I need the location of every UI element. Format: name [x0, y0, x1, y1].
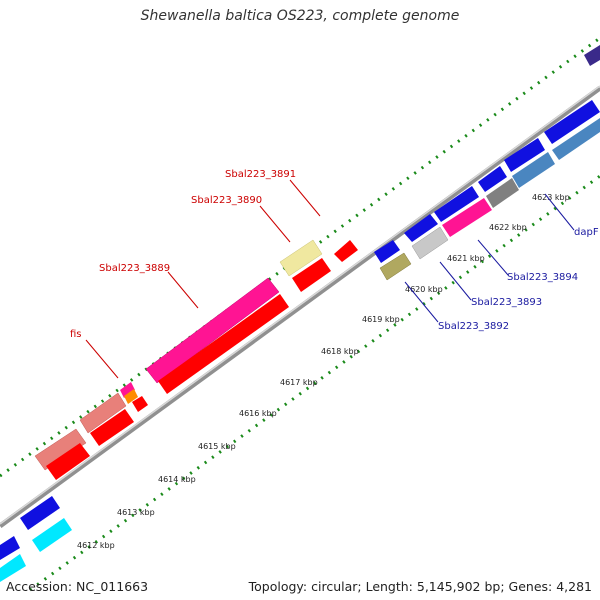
label-sbal223-3894[interactable]: Sbal223_3894 — [507, 272, 578, 283]
gene-blue-f3[interactable] — [434, 186, 479, 222]
tick-4612: 4612 kbp — [77, 541, 115, 550]
label-sbal223-3891[interactable]: Sbal223_3891 — [225, 169, 296, 180]
leader-3889 — [167, 271, 199, 309]
inner-dotted-line — [29, 174, 600, 592]
tick-4616: 4616 kbp — [239, 409, 277, 418]
label-sbal223-3893[interactable]: Sbal223_3893 — [471, 297, 542, 308]
gene-grey[interactable] — [486, 178, 519, 208]
tick-4617: 4617 kbp — [280, 378, 318, 387]
tick-4620: 4620 kbp — [405, 285, 443, 294]
gene-blue-f2[interactable] — [404, 214, 438, 242]
gene-steel-2[interactable] — [552, 118, 600, 160]
tick-4618: 4618 kbp — [321, 347, 359, 356]
gene-blue-f4[interactable] — [478, 166, 507, 192]
accession-text: Accession: NC_011663 — [6, 579, 149, 594]
tick-4619: 4619 kbp — [362, 315, 400, 324]
label-sbal223-3889[interactable]: Sbal223_3889 — [99, 263, 170, 274]
gene-red-r1[interactable] — [46, 443, 90, 480]
gene-salmon-1[interactable] — [34, 428, 87, 471]
label-leaders — [85, 179, 575, 379]
leader-3890 — [259, 205, 291, 243]
gene-red-r5[interactable] — [292, 258, 331, 292]
gene-orange[interactable] — [124, 389, 138, 404]
gene-red-r4[interactable] — [158, 294, 289, 394]
tick-labels: 4612 kbp 4613 kbp 4614 kbp 4615 kbp 4616… — [77, 193, 570, 550]
gene-blue-f5[interactable] — [504, 138, 545, 172]
leader-3891 — [289, 179, 321, 217]
gene-sbal223-3894[interactable] — [442, 198, 492, 237]
reverse-strand-genes — [0, 118, 600, 582]
tick-4622: 4622 kbp — [489, 223, 527, 232]
gene-blue-f0[interactable] — [20, 496, 60, 530]
gene-blue-f6[interactable] — [544, 100, 600, 144]
tick-4614: 4614 kbp — [158, 475, 196, 484]
leader-3893 — [439, 261, 472, 301]
leader-fis — [85, 339, 119, 379]
gene-red-r2[interactable] — [90, 409, 134, 446]
leader-3894 — [477, 239, 509, 276]
label-sbal223-3892[interactable]: Sbal223_3892 — [438, 321, 509, 332]
forward-strand-genes — [0, 45, 600, 560]
gene-cyan[interactable] — [32, 518, 72, 552]
backbone-highlight — [0, 85, 600, 525]
gene-blue-f1[interactable] — [374, 240, 400, 263]
gene-sbal223-3893[interactable] — [411, 226, 449, 260]
gene-khaki[interactable] — [379, 252, 412, 281]
label-dapF[interactable]: dapF — [574, 227, 599, 238]
gene-sbal223-3891[interactable] — [334, 240, 358, 262]
tick-4621: 4621 kbp — [447, 254, 485, 263]
gene-sbal223-3889[interactable] — [145, 277, 280, 384]
tick-4623: 4623 kbp — [532, 193, 570, 202]
gene-cyan-0[interactable] — [0, 554, 26, 582]
leader-dapF — [544, 193, 575, 231]
leader-3892 — [404, 281, 439, 323]
label-fis[interactable]: fis — [70, 329, 82, 340]
label-sbal223-3890[interactable]: Sbal223_3890 — [191, 195, 262, 206]
gene-purple[interactable] — [584, 45, 600, 66]
gene-label-group: fis Sbal223_3889 Sbal223_3890 Sbal223_38… — [70, 169, 599, 340]
map-title: Shewanella baltica OS223, complete genom… — [140, 8, 460, 24]
tick-4615: 4615 kbp — [198, 442, 236, 451]
gene-sbal223-3890[interactable] — [279, 239, 323, 277]
gene-blue-f00[interactable] — [0, 536, 20, 560]
topology-text: Topology: circular; Length: 5,145,902 bp… — [248, 579, 592, 594]
tick-4613: 4613 kbp — [117, 508, 155, 517]
gene-salmon-2[interactable] — [79, 392, 127, 434]
backbone — [0, 85, 600, 529]
gene-steel-1[interactable] — [512, 152, 555, 188]
gene-red-r3[interactable] — [132, 396, 148, 412]
gene-fis[interactable] — [120, 382, 135, 398]
